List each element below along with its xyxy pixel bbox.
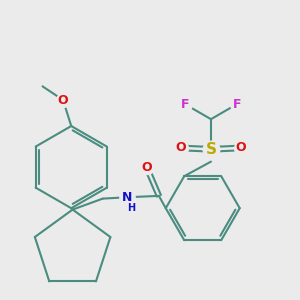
Text: O: O (236, 141, 246, 154)
Text: O: O (141, 160, 152, 174)
Text: F: F (181, 98, 189, 111)
Text: O: O (176, 141, 186, 154)
Text: O: O (58, 94, 68, 106)
Text: N: N (122, 191, 133, 204)
Text: H: H (127, 203, 135, 213)
Text: S: S (206, 142, 216, 157)
Text: F: F (233, 98, 241, 111)
